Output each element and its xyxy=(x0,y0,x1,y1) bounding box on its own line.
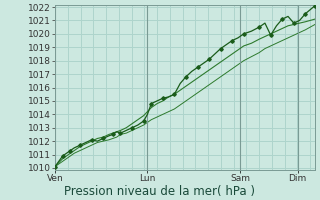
Text: Pression niveau de la mer( hPa ): Pression niveau de la mer( hPa ) xyxy=(65,185,255,198)
